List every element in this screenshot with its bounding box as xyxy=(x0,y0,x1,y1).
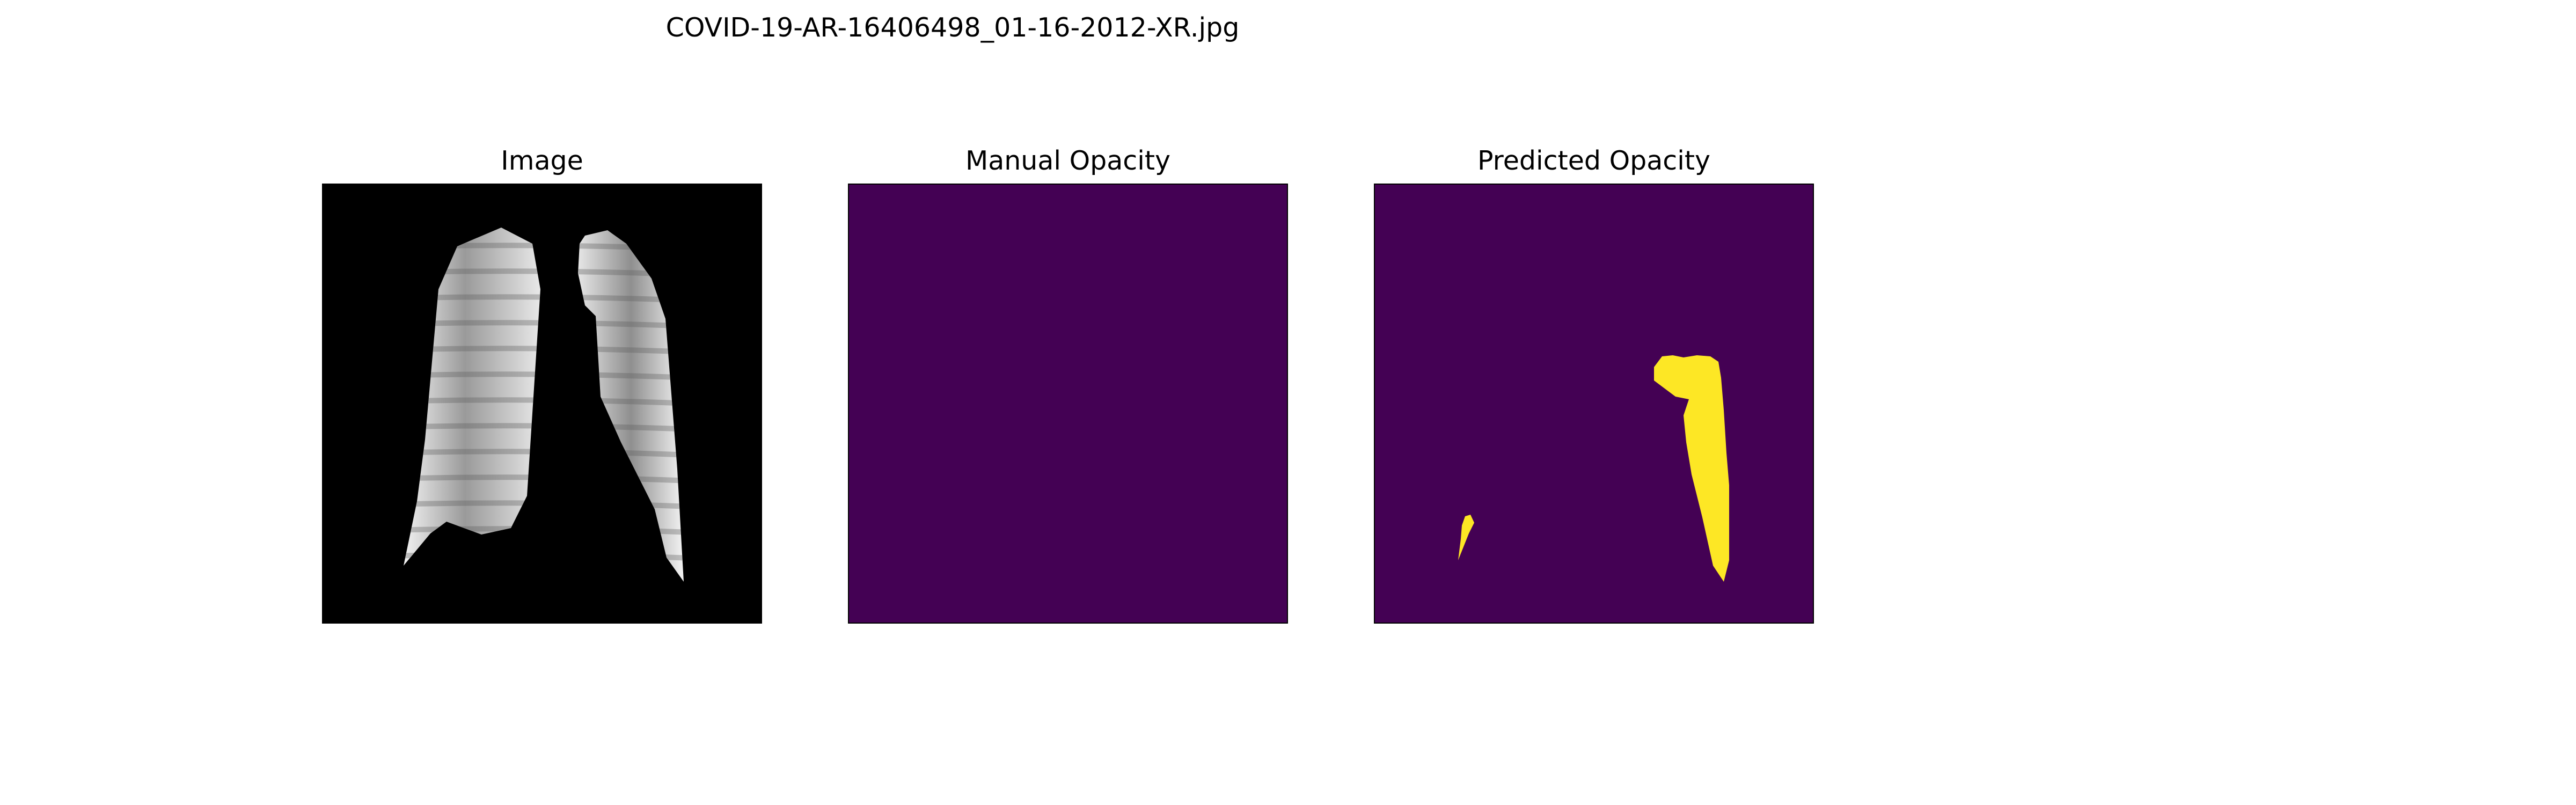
predicted-opacity-mask-frame xyxy=(1374,184,1814,624)
panel-predicted-opacity: Predicted Opacity xyxy=(1374,145,1814,624)
figure-title: COVID-19-AR-16406498_01-16-2012-XR.jpg xyxy=(665,12,1240,43)
panel-title-image: Image xyxy=(501,145,583,176)
predicted-opacity-region-small xyxy=(1458,515,1474,560)
manual-opacity-mask xyxy=(849,185,1287,623)
panel-image: Image xyxy=(322,145,762,624)
left-lung-shape xyxy=(404,228,540,566)
manual-opacity-mask-frame xyxy=(848,184,1288,624)
right-lung-shape xyxy=(578,230,684,582)
xray-image xyxy=(323,185,761,623)
panel-title-predicted-opacity: Predicted Opacity xyxy=(1477,145,1711,176)
panel-manual-opacity: Manual Opacity xyxy=(848,145,1288,624)
predicted-opacity-mask xyxy=(1375,185,1813,623)
panel-title-manual-opacity: Manual Opacity xyxy=(965,145,1171,176)
predicted-opacity-region-large xyxy=(1654,355,1729,582)
xray-image-frame xyxy=(322,184,762,624)
